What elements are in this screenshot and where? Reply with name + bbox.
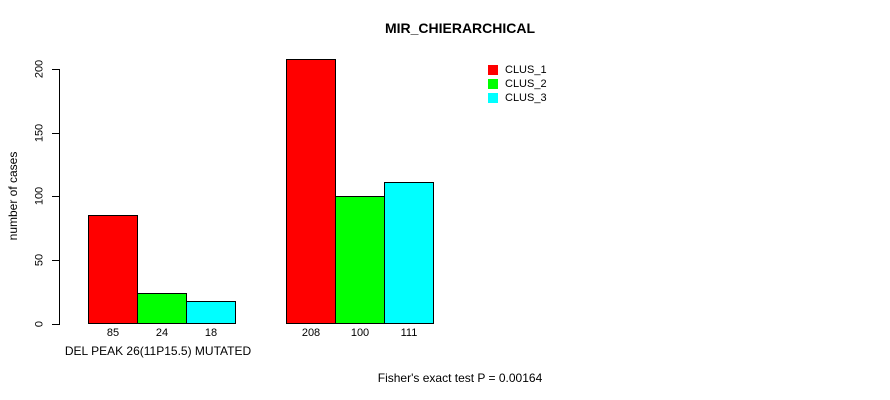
chart-title: MIR_CHIERARCHICAL xyxy=(384,20,536,36)
legend-swatch xyxy=(488,79,498,89)
bar-value-label: 100 xyxy=(350,327,370,339)
x-axis-label: DEL PEAK 26(11P15.5) MUTATED xyxy=(64,344,252,358)
bar-clus_2-group1 xyxy=(137,293,187,324)
legend-item-clus_2: CLUS_2 xyxy=(488,78,547,90)
y-axis-label: number of cases xyxy=(6,151,20,241)
legend-label: CLUS_3 xyxy=(505,92,547,104)
bar-clus_1-group1 xyxy=(88,215,138,324)
legend-item-clus_3: CLUS_3 xyxy=(488,92,547,104)
y-axis-tick xyxy=(52,260,60,261)
legend-swatch xyxy=(488,65,498,75)
bar-clus_1-group2 xyxy=(286,59,336,324)
legend-label: CLUS_2 xyxy=(505,78,547,90)
bar-clus_3-group1 xyxy=(186,301,236,324)
y-axis-tick-label: 50 xyxy=(33,253,46,267)
bar-value-label: 85 xyxy=(106,327,120,339)
y-axis-tick xyxy=(52,69,60,70)
y-axis-tick xyxy=(52,324,60,325)
legend-label: CLUS_1 xyxy=(505,64,547,76)
y-axis-tick xyxy=(52,196,60,197)
legend-item-clus_1: CLUS_1 xyxy=(488,64,547,76)
bar-value-label: 18 xyxy=(204,327,218,339)
bar-value-label: 208 xyxy=(301,327,321,339)
y-axis-tick-label: 200 xyxy=(33,59,46,79)
legend-swatch xyxy=(488,93,498,103)
bar-value-label: 111 xyxy=(400,327,418,339)
bar-clus_3-group2 xyxy=(384,182,434,324)
y-axis-tick xyxy=(52,133,60,134)
bar-clus_2-group2 xyxy=(335,196,385,324)
y-axis-tick-label: 0 xyxy=(33,320,46,328)
y-axis-tick-label: 150 xyxy=(33,123,46,143)
bar-value-label: 24 xyxy=(155,327,169,339)
y-axis-tick-label: 100 xyxy=(33,186,46,206)
annotation-fisher-test: Fisher's exact test P = 0.00164 xyxy=(377,371,543,385)
